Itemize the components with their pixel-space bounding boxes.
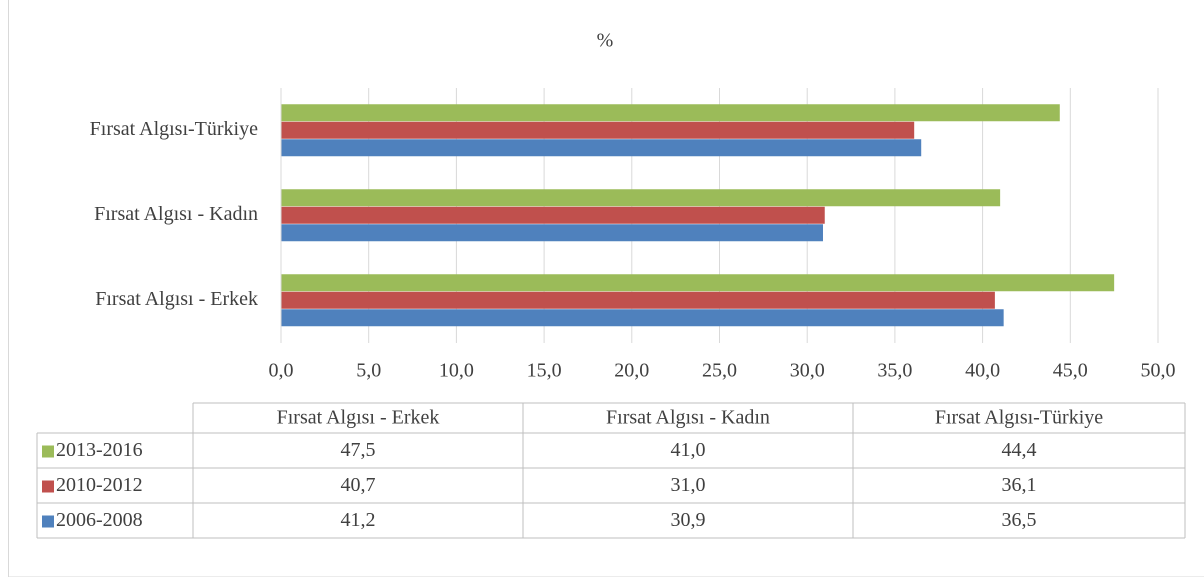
table-cell: 41,2 (341, 509, 376, 531)
table-cell: 41,0 (671, 439, 706, 461)
x-tick-label: 35,0 (877, 360, 912, 382)
category-label: Fırsat Algısı - Erkek (95, 288, 258, 310)
bar (281, 104, 1060, 122)
x-tick-label: 45,0 (1053, 360, 1088, 382)
legend-swatch (42, 480, 54, 493)
bar (281, 224, 823, 242)
table-cell: 44,4 (1002, 439, 1037, 461)
legend-label: 2013-2016 (56, 439, 143, 461)
chart-title: % (597, 30, 614, 52)
x-tick-label: 15,0 (527, 360, 562, 382)
x-tick-label: 30,0 (790, 360, 825, 382)
table-cell: 36,5 (1002, 509, 1037, 531)
legend-label: 2006-2008 (56, 509, 143, 531)
table-cell: 36,1 (1002, 474, 1037, 496)
bar (281, 309, 1004, 327)
bar (281, 139, 922, 157)
category-label: Fırsat Algısı - Kadın (94, 203, 258, 225)
table-cell: 31,0 (671, 474, 706, 496)
legend-label: 2010-2012 (56, 474, 143, 496)
table-cell: 40,7 (341, 474, 376, 496)
bar (281, 121, 915, 139)
bar (281, 206, 825, 224)
legend-swatch (42, 515, 54, 528)
x-tick-label: 5,0 (356, 360, 381, 382)
table-header: Fırsat Algısı - Erkek (277, 407, 440, 429)
category-label: Fırsat Algısı-Türkiye (90, 118, 258, 140)
table-cell: 47,5 (341, 439, 376, 461)
table-header: Fırsat Algısı - Kadın (606, 407, 770, 429)
x-tick-label: 40,0 (965, 360, 1000, 382)
x-tick-label: 10,0 (439, 360, 474, 382)
table-cell: 30,9 (671, 509, 706, 531)
x-tick-label: 20,0 (614, 360, 649, 382)
bar (281, 291, 995, 309)
bar (281, 274, 1115, 292)
x-tick-label: 25,0 (702, 360, 737, 382)
legend-swatch (42, 445, 54, 458)
bar (281, 189, 1001, 207)
x-tick-label: 0,0 (269, 360, 294, 382)
x-tick-label: 50,0 (1141, 360, 1176, 382)
table-header: Fırsat Algısı-Türkiye (935, 407, 1103, 429)
